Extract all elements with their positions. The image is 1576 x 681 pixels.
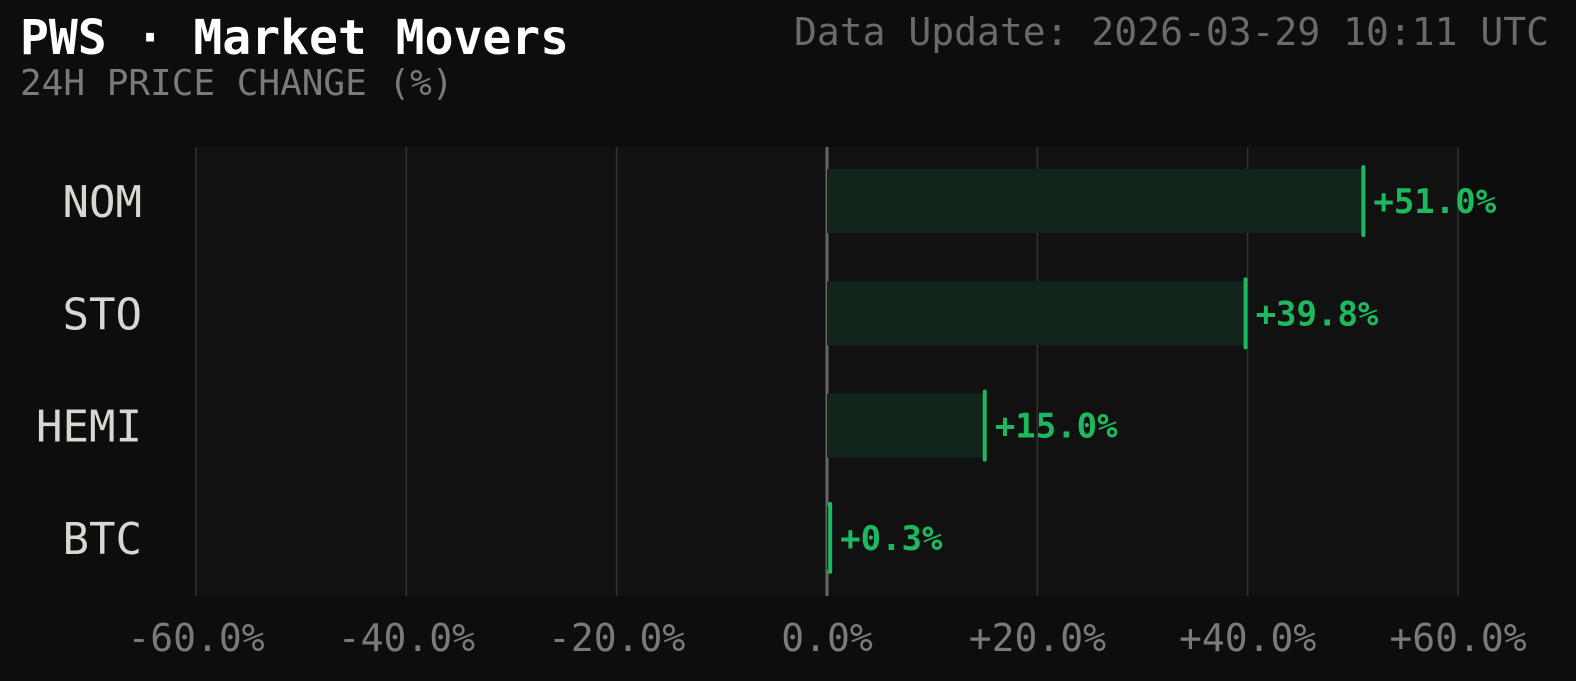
x-tick-label: +20.0% (969, 616, 1106, 660)
labels: -60.0% -40.0% -20.0% 0.0% +20.0% +40.0% +60.0%… (36, 177, 1527, 660)
bars (827, 165, 1366, 574)
category-label: NOM (63, 177, 142, 228)
bar (827, 169, 1364, 234)
bar (827, 281, 1246, 346)
chart-title: PWS · Market Movers (20, 10, 570, 66)
category-label: STO (63, 289, 142, 340)
x-tick-label: 0.0% (781, 616, 873, 660)
x-tick-label: -60.0% (127, 616, 264, 660)
value-label: +15.0% (995, 407, 1118, 447)
category-label: HEMI (36, 402, 142, 453)
category-label: BTC (63, 514, 142, 565)
x-tick-label: +60.0% (1389, 616, 1526, 660)
x-tick-label: -20.0% (548, 616, 685, 660)
value-label: +39.8% (1256, 294, 1379, 334)
chart-subtitle: 24H PRICE CHANGE (%) (20, 63, 454, 104)
value-label: +0.3% (840, 519, 943, 559)
value-label: +51.0% (1373, 182, 1496, 222)
x-tick-label: +40.0% (1179, 616, 1316, 660)
bar (827, 393, 985, 458)
x-tick-label: -40.0% (338, 616, 475, 660)
data-update-timestamp: Data Update: 2026-03-29 10:11 UTC (794, 10, 1549, 54)
